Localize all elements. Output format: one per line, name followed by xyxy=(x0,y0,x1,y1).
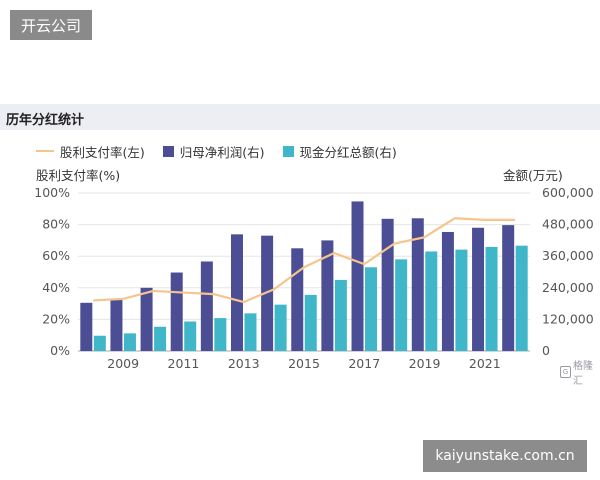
bar-dividend xyxy=(214,318,227,351)
source-logo-text: 格隆汇 xyxy=(573,361,593,387)
bar-dividend xyxy=(455,249,468,351)
bar-net-profit xyxy=(80,302,93,351)
section-title: 历年分红统计 xyxy=(6,113,85,128)
section-header: 历年分红统计 xyxy=(0,104,600,130)
legend-label-payout: 股利支付率(左) xyxy=(60,144,145,160)
x-axis-tick-label: 2009 xyxy=(107,356,139,371)
legend-swatch-payout xyxy=(36,150,54,152)
legend-label-profit: 归母净利润(右) xyxy=(179,144,265,160)
left-axis-tick-label: 20% xyxy=(42,311,70,326)
legend-swatch-profit xyxy=(162,145,174,157)
bar-net-profit xyxy=(291,248,304,351)
bar-net-profit xyxy=(321,240,334,351)
x-axis-tick-label: 2015 xyxy=(288,356,320,371)
bar-dividend xyxy=(395,259,408,351)
bar-dividend xyxy=(274,304,287,351)
source-logo-icon: G xyxy=(560,366,571,378)
bar-dividend xyxy=(154,326,167,351)
bar-net-profit xyxy=(502,225,515,351)
left-axis-tick-label: 60% xyxy=(42,248,70,263)
legend-item-dividend: 现金分红总额(右) xyxy=(282,142,397,161)
bar-dividend xyxy=(485,246,498,351)
x-axis-tick-label: 2013 xyxy=(228,356,260,371)
bar-net-profit xyxy=(411,218,424,351)
bar-dividend xyxy=(123,333,136,351)
legend-label-dividend: 现金分红总额(右) xyxy=(299,144,397,160)
left-axis-title: 股利支付率(%) xyxy=(36,168,121,183)
bar-dividend xyxy=(244,313,257,351)
bar-net-profit xyxy=(110,298,123,351)
bar-dividend xyxy=(515,245,528,351)
bar-dividend xyxy=(304,294,317,351)
site-watermark: kaiyunstake.com.cn xyxy=(423,440,587,472)
left-axis-tick-label: 0% xyxy=(50,343,70,358)
bar-dividend xyxy=(184,321,197,351)
bar-net-profit xyxy=(170,272,183,351)
left-axis-tick-label: 40% xyxy=(42,280,70,295)
x-axis-tick-label: 2019 xyxy=(409,356,441,371)
legend-item-payout: 股利支付率(左) xyxy=(36,142,145,161)
chart-legend: 股利支付率(左) 归母净利润(右) 现金分红总额(右) xyxy=(36,142,397,160)
right-axis-tick-label: 0 xyxy=(542,343,550,358)
right-axis-tick-label: 600,000 xyxy=(542,185,594,200)
left-axis-tick-label: 100% xyxy=(34,185,70,200)
watermark-text: kaiyunstake.com.cn xyxy=(435,448,575,464)
left-axis-tick-label: 80% xyxy=(42,217,70,232)
right-axis-tick-label: 480,000 xyxy=(542,217,594,232)
x-axis-tick-label: 2017 xyxy=(348,356,380,371)
bar-dividend xyxy=(93,335,106,351)
bar-net-profit xyxy=(381,218,394,351)
right-axis-tick-label: 360,000 xyxy=(542,248,594,263)
logo-badge: 开云公司 xyxy=(10,10,92,40)
x-axis-tick-label: 2011 xyxy=(168,356,200,371)
bar-net-profit xyxy=(351,201,364,351)
x-axis-tick-label: 2021 xyxy=(469,356,501,371)
legend-swatch-dividend xyxy=(282,145,294,157)
logo-text: 开云公司 xyxy=(20,16,81,35)
right-axis-tick-label: 120,000 xyxy=(542,311,594,326)
legend-item-profit: 归母净利润(右) xyxy=(162,142,265,161)
bar-net-profit xyxy=(441,231,454,351)
bar-dividend xyxy=(365,267,378,351)
bar-dividend xyxy=(425,251,438,351)
bar-dividend xyxy=(334,279,347,351)
bar-net-profit xyxy=(200,261,213,351)
source-logo: G 格隆汇 xyxy=(560,357,600,387)
bar-net-profit xyxy=(230,234,243,351)
right-axis-tick-label: 240,000 xyxy=(542,280,594,295)
right-axis-title: 金额(万元) xyxy=(503,168,563,183)
bar-net-profit xyxy=(140,287,153,351)
bar-net-profit xyxy=(472,227,485,351)
